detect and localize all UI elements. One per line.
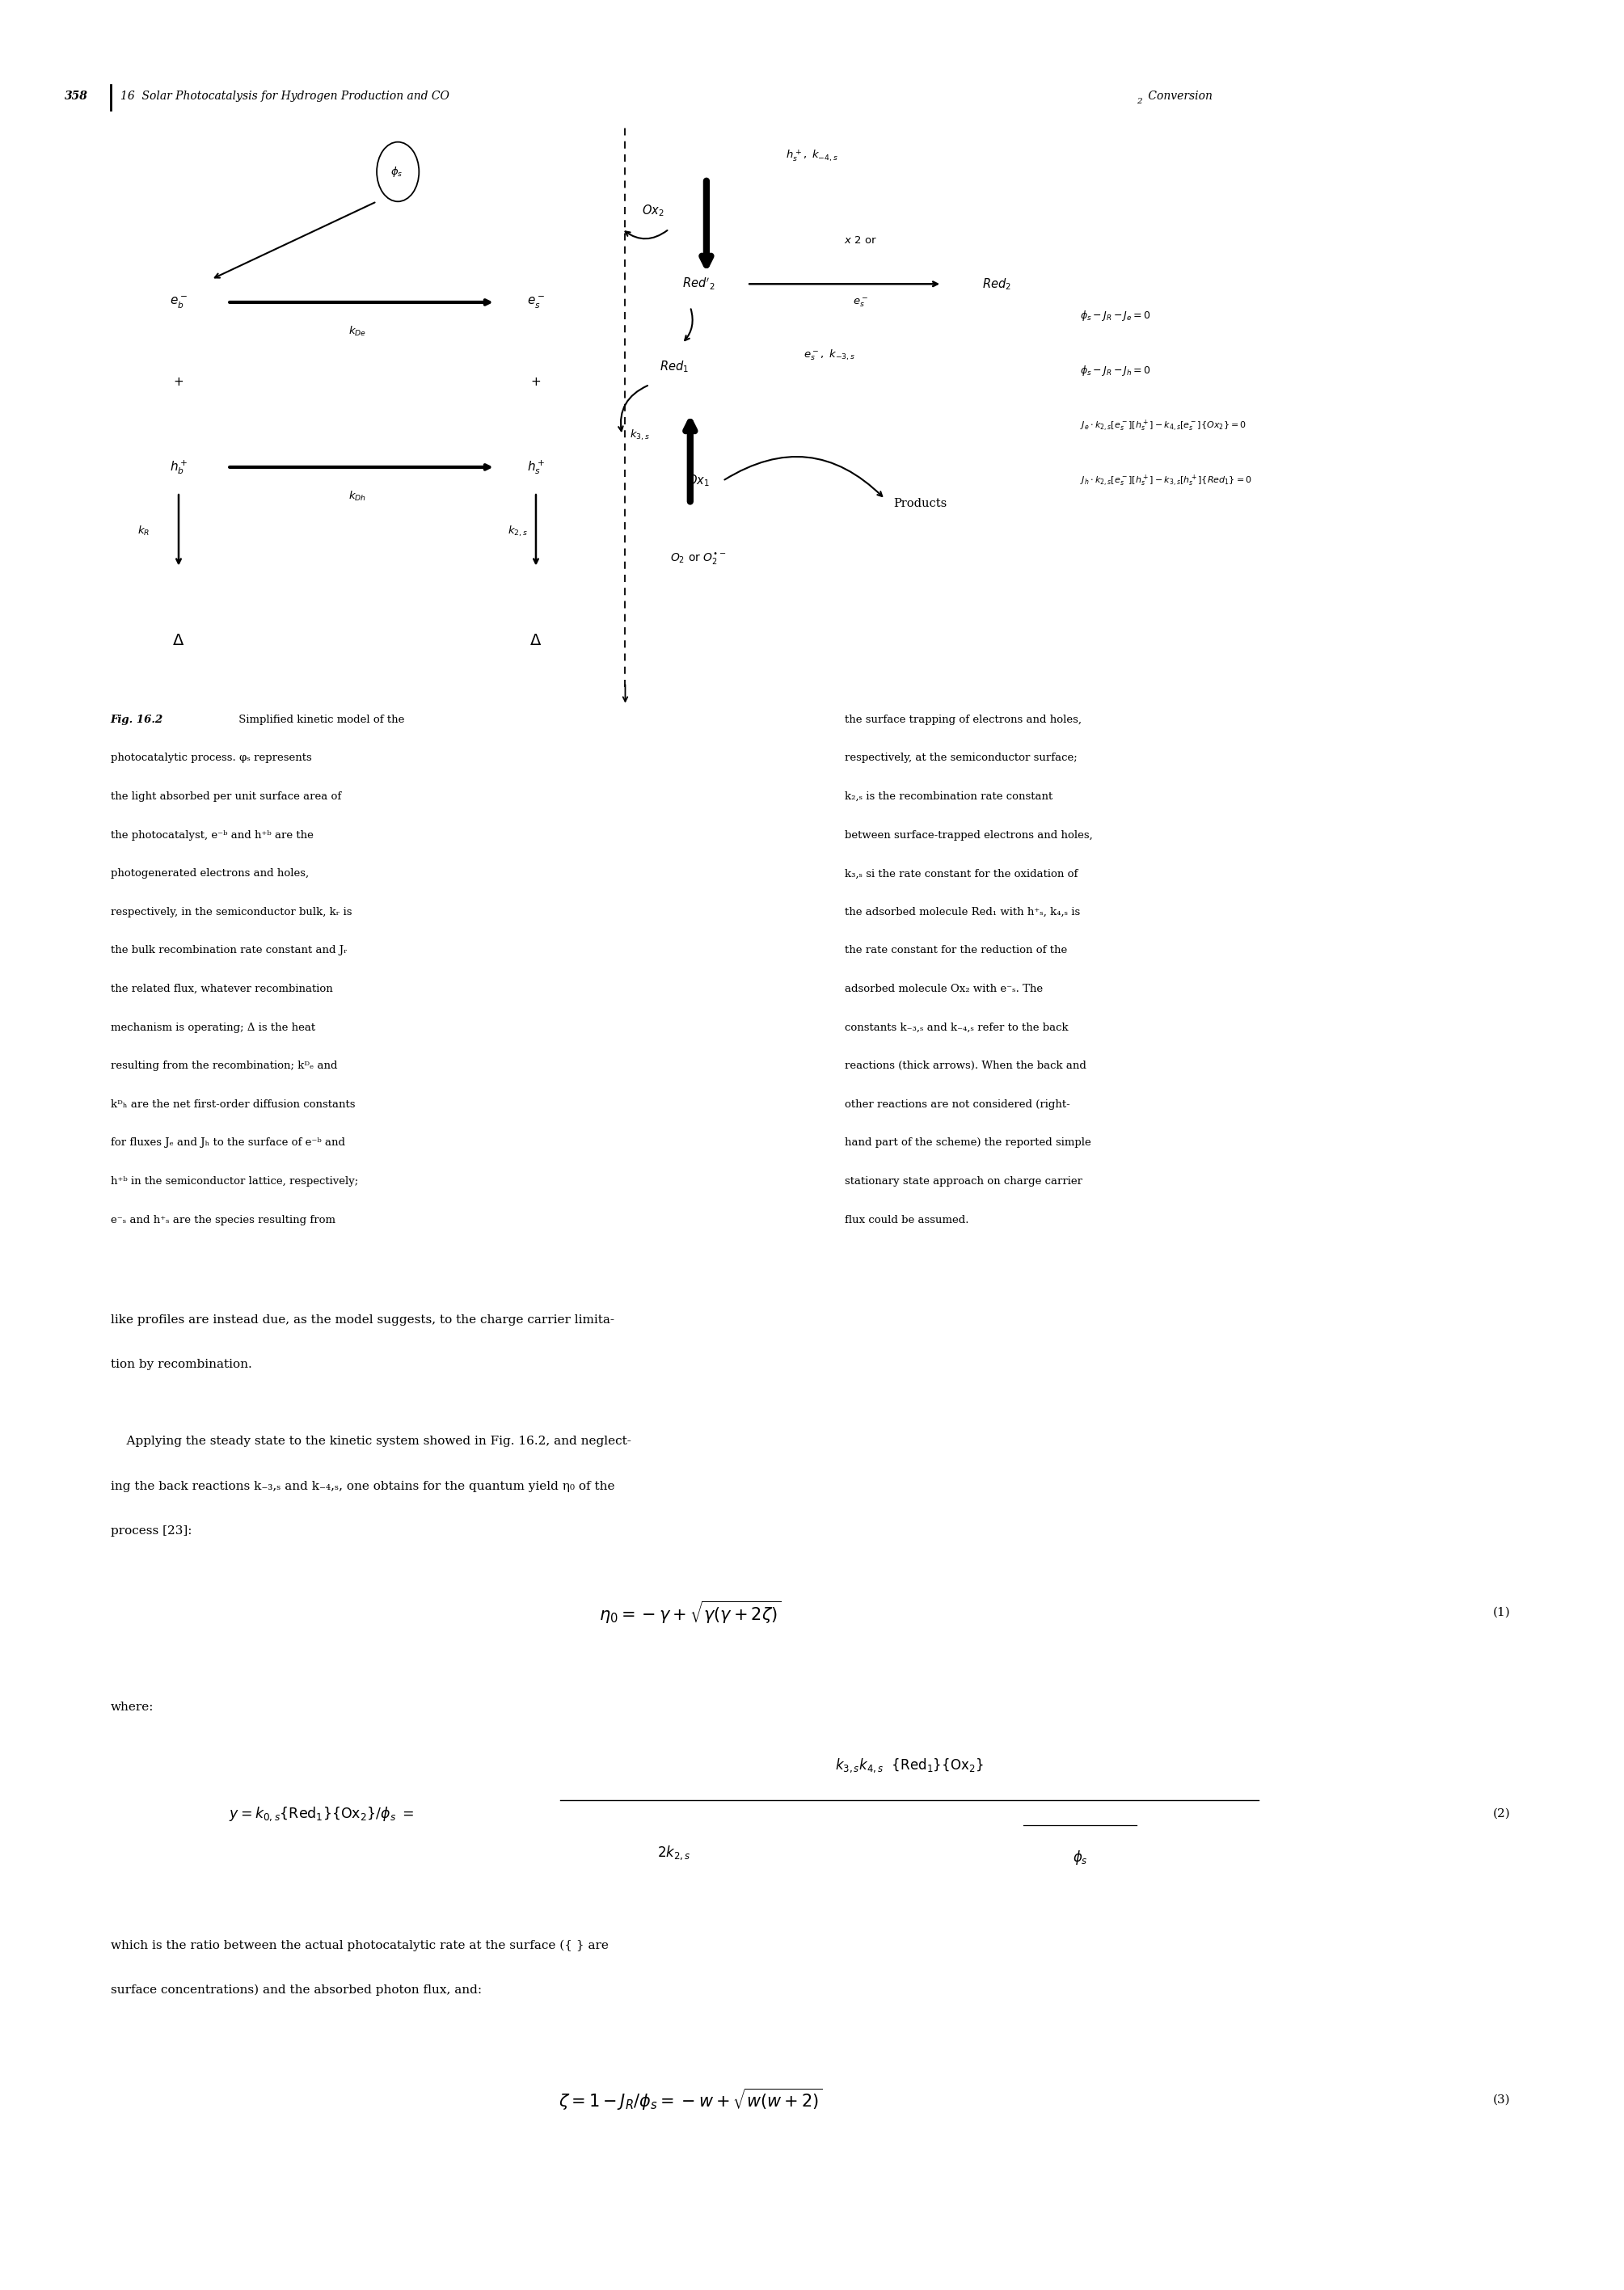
Text: hand part of the scheme) the reported simple: hand part of the scheme) the reported si… bbox=[844, 1138, 1091, 1147]
Text: $\phi_s - J_R - J_e = 0$: $\phi_s - J_R - J_e = 0$ bbox=[1080, 309, 1151, 323]
Text: $e^-_s,\ k_{-3,s}$: $e^-_s,\ k_{-3,s}$ bbox=[804, 348, 856, 362]
Text: $Ox_1$: $Ox_1$ bbox=[687, 474, 710, 488]
Text: $\Delta$: $\Delta$ bbox=[172, 634, 185, 648]
Text: $k_{3,s}k_{4,s}\ \ \{\mathrm{Red}_1\}\{\mathrm{Ox}_2\}$: $k_{3,s}k_{4,s}\ \ \{\mathrm{Red}_1\}\{\… bbox=[835, 1756, 984, 1775]
Text: other reactions are not considered (right-: other reactions are not considered (righ… bbox=[844, 1099, 1070, 1111]
Text: k₃,ₛ si the rate constant for the oxidation of: k₃,ₛ si the rate constant for the oxidat… bbox=[844, 868, 1078, 879]
Text: the photocatalyst, e⁻ᵇ and h⁺ᵇ are the: the photocatalyst, e⁻ᵇ and h⁺ᵇ are the bbox=[110, 829, 313, 840]
Text: $k_{Dh}$: $k_{Dh}$ bbox=[349, 490, 365, 504]
Text: reactions (thick arrows). When the back and: reactions (thick arrows). When the back … bbox=[844, 1060, 1086, 1072]
Text: $Ox_2$: $Ox_2$ bbox=[641, 204, 664, 218]
Text: $y = k_{0,s}\{\mathrm{Red}_1\}\{\mathrm{Ox}_2\}/\phi_s\ =\ $: $y = k_{0,s}\{\mathrm{Red}_1\}\{\mathrm{… bbox=[229, 1805, 414, 1823]
Text: which is the ratio between the actual photocatalytic rate at the surface ({ } ar: which is the ratio between the actual ph… bbox=[110, 1940, 609, 1951]
Text: surface concentrations) and the absorbed photon flux, and:: surface concentrations) and the absorbed… bbox=[110, 1983, 482, 1997]
Text: $J_h \cdot k_{2,s}[e^-_s][h^+_s] - k_{3,s}[h^+_s]\{Red_1\} = 0$: $J_h \cdot k_{2,s}[e^-_s][h^+_s] - k_{3,… bbox=[1080, 474, 1252, 488]
Text: Applying the steady state to the kinetic system showed in Fig. 16.2, and neglect: Applying the steady state to the kinetic… bbox=[110, 1436, 630, 1447]
Text: $2k_{2,s}$: $2k_{2,s}$ bbox=[658, 1843, 690, 1862]
Text: $e^-_s$: $e^-_s$ bbox=[528, 295, 544, 309]
Text: tion by recombination.: tion by recombination. bbox=[110, 1360, 252, 1369]
Text: $x\ 2\ \mathrm{or}$: $x\ 2\ \mathrm{or}$ bbox=[844, 236, 877, 245]
Text: $+$: $+$ bbox=[531, 378, 541, 387]
Text: Fig. 16.2: Fig. 16.2 bbox=[110, 714, 162, 726]
Text: h⁺ᵇ in the semiconductor lattice, respectively;: h⁺ᵇ in the semiconductor lattice, respec… bbox=[110, 1177, 357, 1186]
Text: $h^+_s$: $h^+_s$ bbox=[526, 458, 546, 476]
Text: the adsorbed molecule Red₁ with h⁺ₛ, k₄,ₛ is: the adsorbed molecule Red₁ with h⁺ₛ, k₄,… bbox=[844, 907, 1080, 918]
Text: photogenerated electrons and holes,: photogenerated electrons and holes, bbox=[110, 868, 309, 879]
Text: $e^-_s$: $e^-_s$ bbox=[853, 295, 869, 309]
Text: $k_R$: $k_R$ bbox=[136, 524, 149, 538]
Text: $O_2\ \mathrm{or}\ O_2^{\bullet -}$: $O_2\ \mathrm{or}\ O_2^{\bullet -}$ bbox=[671, 552, 726, 566]
Text: process [23]:: process [23]: bbox=[110, 1525, 192, 1537]
Text: ing the back reactions k₋₃,ₛ and k₋₄,ₛ, one obtains for the quantum yield η₀ of : ing the back reactions k₋₃,ₛ and k₋₄,ₛ, … bbox=[110, 1482, 614, 1491]
Text: where:: where: bbox=[110, 1701, 154, 1713]
Text: $h^+_b$: $h^+_b$ bbox=[169, 458, 188, 476]
Text: $\zeta = 1 - J_R/\phi_s = -w + \sqrt{w(w + 2)}$: $\zeta = 1 - J_R/\phi_s = -w + \sqrt{w(w… bbox=[559, 2086, 822, 2114]
Text: $\eta_0 = -\gamma + \sqrt{\gamma(\gamma + 2\zeta)}$: $\eta_0 = -\gamma + \sqrt{\gamma(\gamma … bbox=[599, 1598, 781, 1626]
Text: $Red_2$: $Red_2$ bbox=[983, 277, 1012, 291]
Text: $Red'_2$: $Red'_2$ bbox=[682, 277, 715, 291]
Text: (3): (3) bbox=[1492, 2095, 1510, 2105]
Text: 16  Solar Photocatalysis for Hydrogen Production and CO: 16 Solar Photocatalysis for Hydrogen Pro… bbox=[120, 92, 450, 101]
Text: photocatalytic process. φₛ represents: photocatalytic process. φₛ represents bbox=[110, 753, 312, 763]
Text: k₂,ₛ is the recombination rate constant: k₂,ₛ is the recombination rate constant bbox=[844, 792, 1052, 801]
Text: $k_{De}$: $k_{De}$ bbox=[349, 325, 365, 339]
Text: the related flux, whatever recombination: the related flux, whatever recombination bbox=[110, 985, 333, 994]
Text: 358: 358 bbox=[65, 92, 88, 101]
Text: Products: Products bbox=[893, 499, 947, 508]
Text: $\phi_s - J_R - J_h = 0$: $\phi_s - J_R - J_h = 0$ bbox=[1080, 364, 1151, 378]
Text: $J_e \cdot k_{2,s}[e^-_s][h^+_s] - k_{4,s}[e^-_s]\{Ox_2\} = 0$: $J_e \cdot k_{2,s}[e^-_s][h^+_s] - k_{4,… bbox=[1080, 419, 1247, 433]
Text: (1): (1) bbox=[1492, 1608, 1510, 1617]
Text: Conversion: Conversion bbox=[1145, 92, 1213, 101]
Text: e⁻ₛ and h⁺ₛ are the species resulting from: e⁻ₛ and h⁺ₛ are the species resulting fr… bbox=[110, 1214, 335, 1225]
Text: for fluxes Jₑ and Jₕ to the surface of e⁻ᵇ and: for fluxes Jₑ and Jₕ to the surface of e… bbox=[110, 1138, 344, 1147]
Text: $e^-_b$: $e^-_b$ bbox=[171, 295, 187, 309]
Text: 2: 2 bbox=[1137, 98, 1142, 105]
Text: $h^+_s,\ k_{-4,s}$: $h^+_s,\ k_{-4,s}$ bbox=[786, 149, 838, 163]
Text: $+$: $+$ bbox=[174, 378, 184, 387]
Text: kᴰₕ are the net first-order diffusion constants: kᴰₕ are the net first-order diffusion co… bbox=[110, 1099, 356, 1111]
Text: constants k₋₃,ₛ and k₋₄,ₛ refer to the back: constants k₋₃,ₛ and k₋₄,ₛ refer to the b… bbox=[844, 1021, 1069, 1033]
Text: the bulk recombination rate constant and Jᵣ: the bulk recombination rate constant and… bbox=[110, 946, 348, 955]
Text: the surface trapping of electrons and holes,: the surface trapping of electrons and ho… bbox=[844, 714, 1082, 726]
Text: the light absorbed per unit surface area of: the light absorbed per unit surface area… bbox=[110, 792, 341, 801]
Text: $k_{2,s}$: $k_{2,s}$ bbox=[508, 524, 528, 538]
Text: like profiles are instead due, as the model suggests, to the charge carrier limi: like profiles are instead due, as the mo… bbox=[110, 1314, 614, 1326]
Text: Simplified kinetic model of the: Simplified kinetic model of the bbox=[235, 714, 404, 726]
Text: $\Delta$: $\Delta$ bbox=[529, 634, 542, 648]
Text: (2): (2) bbox=[1492, 1809, 1510, 1818]
Text: mechanism is operating; Δ is the heat: mechanism is operating; Δ is the heat bbox=[110, 1021, 315, 1033]
Text: adsorbed molecule Ox₂ with e⁻ₛ. The: adsorbed molecule Ox₂ with e⁻ₛ. The bbox=[844, 985, 1043, 994]
Text: $k_{3,s}$: $k_{3,s}$ bbox=[630, 428, 650, 442]
Text: respectively, in the semiconductor bulk, kᵣ is: respectively, in the semiconductor bulk,… bbox=[110, 907, 352, 918]
Text: stationary state approach on charge carrier: stationary state approach on charge carr… bbox=[844, 1177, 1082, 1186]
Text: respectively, at the semiconductor surface;: respectively, at the semiconductor surfa… bbox=[844, 753, 1077, 763]
Text: $Red_1$: $Red_1$ bbox=[659, 360, 689, 373]
Text: resulting from the recombination; kᴰₑ and: resulting from the recombination; kᴰₑ an… bbox=[110, 1060, 338, 1072]
Text: $\phi_s$: $\phi_s$ bbox=[390, 165, 403, 179]
Text: $\phi_s$: $\phi_s$ bbox=[1072, 1848, 1088, 1866]
Text: between surface-trapped electrons and holes,: between surface-trapped electrons and ho… bbox=[844, 829, 1093, 840]
Text: flux could be assumed.: flux could be assumed. bbox=[844, 1214, 968, 1225]
Text: the rate constant for the reduction of the: the rate constant for the reduction of t… bbox=[844, 946, 1067, 955]
